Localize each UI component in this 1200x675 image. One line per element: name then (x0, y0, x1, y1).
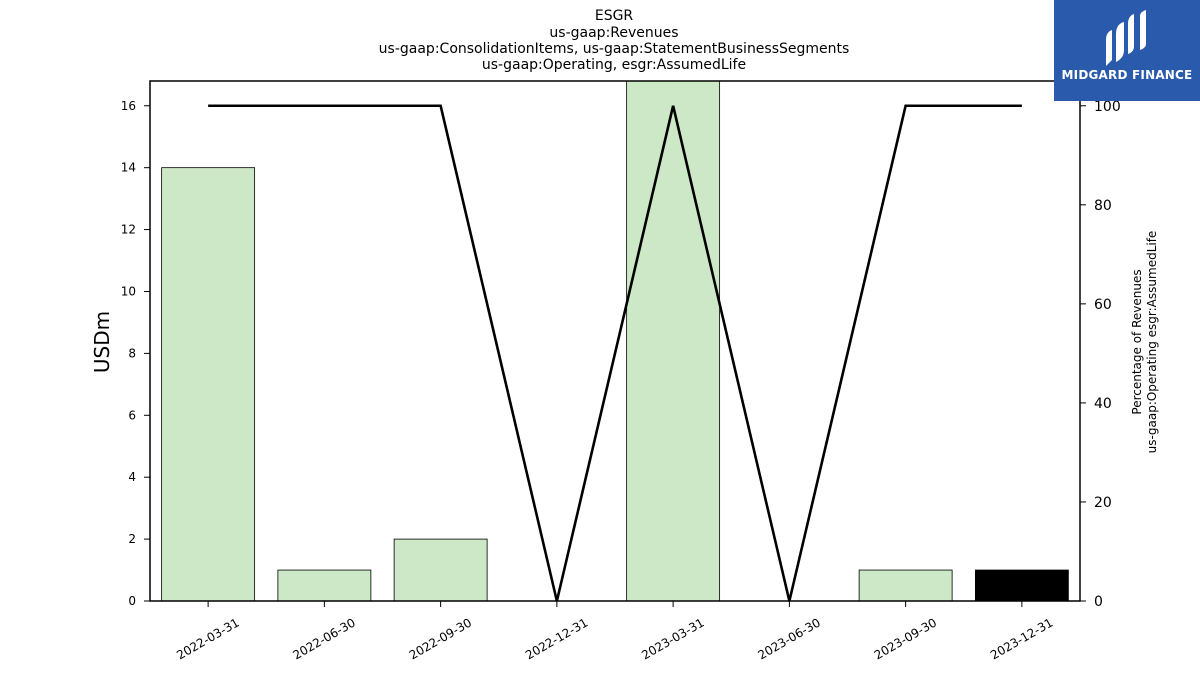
chart-title-line-3: us-gaap:ConsolidationItems, us-gaap:Stat… (379, 41, 850, 57)
x-tick-label-2022-09-30: 2022-09-30 (407, 615, 474, 662)
bar-2022-09-30 (393, 538, 488, 601)
y-axis-label: USDm (90, 311, 114, 373)
x-tick-label-2022-03-31: 2022-03-31 (174, 615, 241, 662)
brand-logo: MIDGARD FINANCE (1054, 0, 1200, 101)
y-axis-left: 0 2 4 6 8 10 12 14 16 (121, 99, 150, 608)
x-tick-label-2023-03-31: 2023-03-31 (639, 615, 706, 662)
plot-frame (149, 80, 1081, 602)
x-tick-label-2023-06-30: 2023-06-30 (755, 615, 822, 662)
y-tick-label-12: 12 (121, 223, 136, 237)
y-tick-label-8: 8 (128, 346, 136, 360)
y2-axis-label-line-1: Percentage of Revenues (1130, 269, 1144, 414)
y2-tick-label-20: 20 (1094, 495, 1112, 511)
bar-2023-12-31 (974, 569, 1069, 601)
y-tick-label-2: 2 (128, 532, 136, 546)
bar-series (161, 81, 1069, 601)
x-tick-label-2023-12-31: 2023-12-31 (988, 615, 1055, 662)
y-tick-label-16: 16 (121, 99, 136, 113)
y2-axis-label: Percentage of Revenues us-gaap:Operating… (1130, 231, 1159, 454)
y2-tick-label-60: 60 (1094, 297, 1112, 313)
chart-title-line-1: ESGR (595, 8, 634, 24)
x-tick-label-2022-12-31: 2022-12-31 (523, 615, 590, 662)
bar-2022-06-30 (277, 569, 372, 601)
line-series (208, 104, 1022, 602)
logo-mark-icon (1106, 10, 1146, 66)
x-tick-label-2022-06-30: 2022-06-30 (290, 615, 357, 662)
chart-title-line-4: us-gaap:Operating, esgr:AssumedLife (482, 57, 746, 73)
y-tick-label-14: 14 (121, 161, 136, 175)
y-tick-label-0: 0 (128, 594, 136, 608)
bar-2023-03-31 (626, 81, 721, 601)
y2-tick-label-80: 80 (1094, 198, 1112, 214)
y2-tick-label-0: 0 (1094, 594, 1103, 610)
y-tick-label-6: 6 (128, 408, 136, 422)
chart-title-line-2: us-gaap:Revenues (549, 25, 678, 41)
x-tick-label-2023-09-30: 2023-09-30 (872, 615, 939, 662)
y2-tick-label-100: 100 (1094, 99, 1121, 115)
logo-text: MIDGARD FINANCE (1061, 68, 1193, 82)
y2-axis-label-line-2: us-gaap:Operating esgr:AssumedLife (1145, 231, 1159, 454)
bar-2023-09-30 (858, 569, 953, 601)
x-axis: 2022-03-31 2022-06-30 2022-09-30 2022-12-31… (174, 601, 1055, 662)
y2-tick-label-40: 40 (1094, 396, 1112, 412)
y-tick-label-10: 10 (121, 284, 136, 298)
bar-2022-03-31 (161, 167, 256, 601)
y-tick-label-4: 4 (128, 470, 136, 484)
chart-title: ESGR us-gaap:Revenues us-gaap:Consolidat… (379, 8, 850, 73)
y-axis-right: 0 20 40 60 80 100 (1080, 99, 1121, 610)
percentage-line (208, 104, 1022, 602)
